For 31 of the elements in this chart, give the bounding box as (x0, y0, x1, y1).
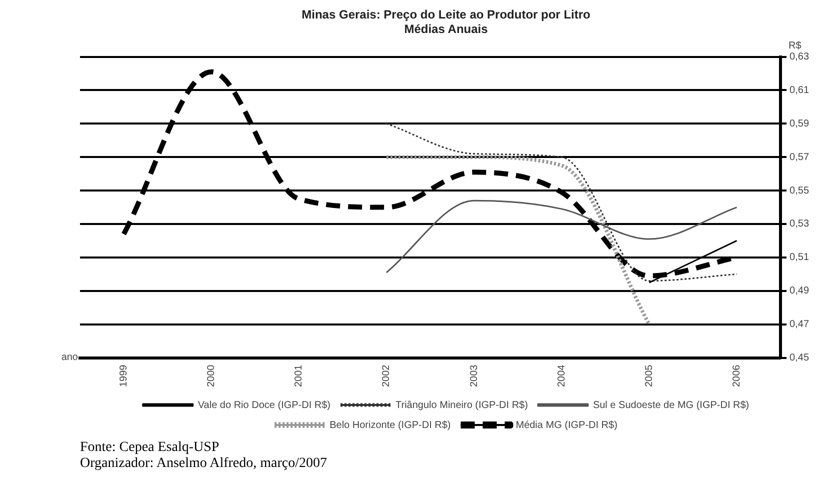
x-tick-label: 2000 (206, 364, 218, 388)
y-tick-label: 0,51 (790, 252, 810, 264)
chart-title: Minas Gerais: Preço do Leite ao Produtor por Litro (302, 8, 590, 22)
legend-label: Belo Horizonte (IGP-DI R$) (330, 420, 451, 431)
y-tick-label: 0,45 (790, 352, 810, 364)
chart-subtitle: Médias Anuais (404, 22, 488, 36)
legend-label: Média MG (IGP-DI R$) (516, 420, 618, 431)
y-axis-title: R$ (788, 40, 802, 52)
y-tick-label: 0,53 (790, 218, 810, 230)
x-tick-label: 2002 (381, 364, 392, 388)
y-tick-label: 0,47 (790, 319, 810, 330)
x-tick-label: 1999 (118, 364, 130, 388)
y-tick-label: 0,49 (790, 286, 810, 297)
y-tick-label: 0,63 (790, 52, 810, 63)
x-tick-label: 2006 (732, 364, 743, 388)
x-tick-label: 2005 (644, 364, 655, 388)
legend-label: Sul e Sudoeste de MG (IGP-DI R$) (592, 400, 750, 411)
text: Organizador: Anselmo Alfredo, março/2007 (80, 456, 328, 472)
x-tick-label: 2003 (468, 364, 480, 388)
y-tick-label: 0,59 (790, 118, 810, 130)
x-axis-title: ano (61, 352, 78, 363)
x-tick-label: 2001 (294, 364, 305, 388)
line-series (386, 200, 738, 274)
source-note: Fonte: Cepea Esalq-USP (80, 440, 220, 456)
legend-label: Triângulo Mineiro (IGP-DI R$) (396, 400, 528, 411)
y-tick-label: 0,57 (790, 152, 810, 163)
y-tick-label: 0,55 (790, 185, 810, 196)
legend-label: Vale do Rio Doce (IGP-DI R$) (198, 400, 331, 411)
x-tick-label: 2004 (556, 364, 568, 388)
y-tick-label: 0,61 (790, 84, 810, 96)
line-series (386, 122, 738, 282)
